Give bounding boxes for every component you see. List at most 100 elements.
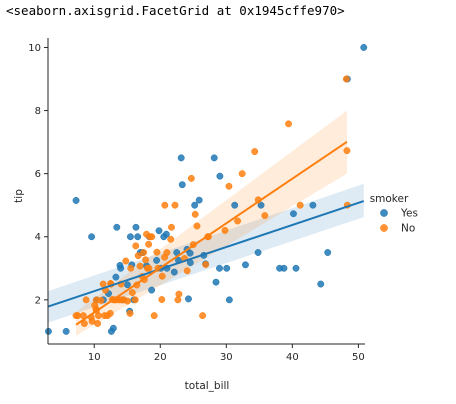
point-yes	[88, 233, 96, 241]
point-no	[136, 262, 144, 270]
point-no	[134, 252, 142, 260]
point-yes	[280, 264, 288, 272]
point-yes	[112, 273, 120, 281]
point-yes	[254, 249, 262, 256]
point-yes	[62, 327, 70, 335]
point-no	[153, 248, 161, 256]
point-no	[183, 267, 191, 275]
point-yes	[231, 201, 239, 209]
point-no	[342, 75, 350, 83]
y-tick-label: 4	[35, 232, 41, 243]
point-yes	[212, 278, 220, 286]
point-yes	[191, 201, 199, 209]
point-no	[158, 272, 166, 280]
point-no	[126, 309, 134, 317]
point-yes	[290, 210, 297, 218]
y-tick-label: 2	[35, 295, 41, 306]
legend-marker-no	[380, 224, 388, 232]
point-yes	[153, 256, 161, 264]
point-no	[124, 297, 131, 305]
axes	[47, 38, 365, 345]
regression-lines	[48, 140, 365, 326]
scatter-points	[45, 44, 368, 335]
point-yes	[292, 264, 300, 272]
point-yes	[72, 197, 80, 204]
point-no	[225, 182, 233, 190]
point-no	[148, 233, 156, 241]
point-yes	[126, 233, 134, 241]
point-no	[131, 296, 139, 304]
legend-label-no: No	[401, 223, 415, 235]
point-yes	[309, 201, 317, 209]
point-no	[94, 320, 102, 327]
point-no	[221, 226, 229, 234]
point-no	[261, 212, 269, 220]
point-no	[191, 210, 199, 218]
legend-marker-yes	[380, 209, 388, 217]
x-tick-label: 50	[352, 352, 365, 363]
point-yes	[117, 264, 125, 272]
regression-line-yes	[48, 200, 365, 308]
point-no	[150, 312, 158, 320]
point-no	[140, 249, 148, 256]
point-no	[158, 296, 166, 303]
y-tick-label: 10	[28, 43, 41, 54]
point-yes	[162, 230, 170, 238]
x-tick-label: 20	[154, 352, 167, 363]
point-yes	[242, 261, 249, 269]
point-yes	[132, 223, 140, 231]
point-no	[343, 147, 351, 155]
point-no	[187, 174, 195, 182]
point-yes	[257, 201, 265, 209]
point-no	[167, 235, 175, 243]
point-yes	[107, 327, 115, 335]
point-no	[97, 297, 105, 304]
cell-output-repr: <seaborn.axisgrid.FacetGrid at 0x1945cff…	[6, 3, 345, 18]
point-no	[234, 217, 242, 225]
point-yes	[155, 227, 163, 235]
point-no	[128, 289, 136, 297]
point-yes	[185, 295, 192, 303]
legend-title: smoker	[370, 193, 409, 205]
point-no	[161, 201, 169, 209]
point-no	[175, 290, 183, 298]
point-no	[142, 256, 150, 264]
y-tick-label: 8	[35, 106, 41, 117]
point-no	[193, 222, 201, 230]
y-axis-label: tip	[13, 189, 25, 203]
point-yes	[178, 181, 186, 189]
point-no	[145, 240, 153, 248]
point-yes	[148, 286, 156, 294]
point-yes	[186, 249, 194, 257]
point-no	[122, 257, 130, 265]
point-no	[171, 201, 179, 209]
point-no	[127, 264, 135, 272]
point-yes	[210, 154, 218, 162]
point-no	[132, 242, 140, 250]
point-no	[174, 296, 182, 304]
point-yes	[170, 268, 178, 276]
point-no	[168, 223, 175, 231]
point-no	[251, 148, 259, 156]
ticks: 10 20 30 40 50 2 4 6 8 10	[28, 43, 364, 363]
point-no	[238, 170, 246, 178]
x-tick-label: 10	[88, 352, 101, 363]
point-no	[285, 120, 292, 128]
point-no	[296, 201, 304, 209]
point-no	[82, 296, 90, 304]
legend: smoker Yes No	[370, 193, 418, 235]
x-axis-label: total_bill	[185, 380, 230, 392]
point-yes	[225, 296, 233, 304]
point-no	[145, 264, 153, 272]
point-yes	[123, 281, 131, 289]
legend-label-yes: Yes	[400, 208, 418, 220]
point-yes	[317, 280, 325, 288]
point-yes	[223, 264, 231, 272]
point-yes	[216, 264, 223, 272]
y-tick-label: 6	[35, 169, 41, 180]
point-yes	[195, 196, 203, 204]
point-yes	[324, 249, 332, 256]
point-no	[202, 261, 210, 268]
point-no	[106, 309, 114, 317]
